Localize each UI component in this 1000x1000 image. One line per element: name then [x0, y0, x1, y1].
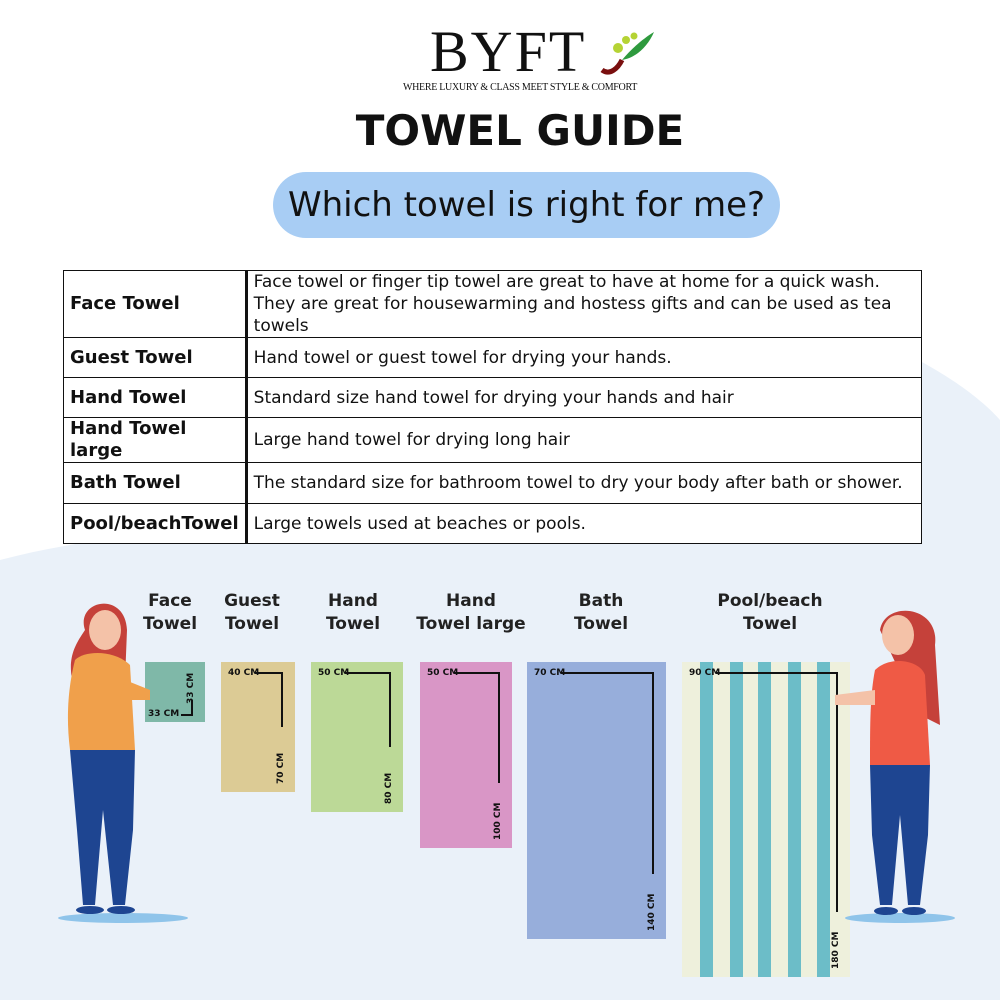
table-row: Guest Towel Hand towel or guest towel for… — [63, 337, 923, 378]
towel-rect — [311, 662, 403, 812]
towel-heading-line1: Hand — [328, 591, 378, 611]
width-line — [454, 672, 500, 674]
towel-desc: Large towels used at beaches or pools. — [245, 503, 923, 544]
towel-heading-line1: Face — [148, 591, 192, 611]
towel-heading: Guest Towel — [172, 590, 332, 636]
woman-right-illustration — [835, 610, 955, 923]
towel-desc: The standard size for bathroom towel to … — [245, 462, 923, 504]
towel-name: Guest Towel — [63, 337, 248, 378]
towel-stripe — [758, 662, 771, 977]
towel-heading-line2: Towel — [325, 614, 381, 634]
subtitle-pill: Which towel is right for me? — [273, 172, 780, 238]
width-line — [181, 714, 193, 716]
towel-heading-line1: Hand — [446, 591, 496, 611]
height-line — [281, 672, 283, 727]
towel-stripe — [730, 662, 743, 977]
towel-heading-line2: Towel — [142, 614, 198, 634]
height-line — [191, 700, 193, 714]
towel-desc: Standard size hand towel for drying your… — [245, 377, 923, 418]
width-label: 50 CM — [318, 668, 350, 678]
towel-heading-line2: Towel large — [416, 614, 526, 634]
towel-stripe — [788, 662, 801, 977]
towel-heading: Face Towel — [90, 590, 250, 636]
width-label: 50 CM — [427, 668, 459, 678]
towel-heading-line1: Pool/beach — [717, 591, 823, 611]
height-label: 180 CM — [831, 931, 841, 969]
height-label: 100 CM — [493, 802, 503, 840]
width-line — [561, 672, 654, 674]
page-title: TOWEL GUIDE — [355, 106, 685, 155]
table-row: Bath Towel The standard size for bathroom… — [63, 462, 923, 504]
brand-logo: BYFT — [430, 19, 587, 84]
towel-heading: Hand Towel large — [391, 590, 551, 636]
width-label: 40 CM — [228, 668, 260, 678]
towel-stripe — [817, 662, 830, 977]
table-row: Hand Towel large Large hand towel for dry… — [63, 417, 923, 463]
height-line — [652, 672, 654, 874]
height-label: 80 CM — [384, 772, 394, 804]
height-line — [836, 672, 838, 912]
towel-heading: Pool/beach Towel — [690, 590, 850, 636]
towel-name: Hand Towel large — [63, 417, 248, 463]
height-label: 70 CM — [276, 752, 286, 784]
towel-table: Face Towel Face towel or finger tip towel… — [63, 270, 923, 544]
towel-stripe — [700, 662, 713, 977]
woman-left-illustration — [58, 603, 188, 923]
towel-desc: Hand towel or guest towel for drying you… — [245, 337, 923, 378]
towel-rect — [145, 662, 205, 722]
towel-heading-line2: Towel — [742, 614, 798, 634]
width-label: 33 CM — [148, 709, 180, 719]
width-line — [255, 672, 283, 674]
towel-heading: Hand Towel — [273, 590, 433, 636]
towel-heading: Bath Towel — [521, 590, 681, 636]
table-row: Hand Towel Standard size hand towel for d… — [63, 377, 923, 418]
towel-name: Hand Towel — [63, 377, 248, 418]
width-label: 90 CM — [689, 668, 721, 678]
width-label: 70 CM — [534, 668, 566, 678]
towel-desc: Large hand towel for drying long hair — [245, 417, 923, 463]
height-label: 140 CM — [647, 893, 657, 931]
towel-heading-line1: Guest — [224, 591, 280, 611]
towel-rect — [682, 662, 850, 977]
towel-desc: Face towel or finger tip towel are great… — [253, 272, 880, 292]
towel-rect — [420, 662, 512, 848]
towel-rect — [527, 662, 666, 939]
table-row: Pool/beachTowel Large towels used at beac… — [63, 503, 923, 544]
towel-heading-line2: Towel — [573, 614, 629, 634]
towel-name: Pool/beachTowel — [63, 503, 248, 544]
towel-heading-line1: Bath — [578, 591, 624, 611]
table-row: Face Towel Face towel or finger tip towel… — [63, 270, 923, 338]
towel-name: Face Towel — [63, 270, 248, 338]
leaf-icon — [600, 32, 654, 75]
brand-tagline: WHERE LUXURY & CLASS MEET STYLE & COMFOR… — [403, 82, 638, 93]
width-line — [716, 672, 838, 674]
height-line — [498, 672, 500, 783]
towel-desc: They are great for housewarming and host… — [253, 294, 892, 336]
towel-name: Bath Towel — [63, 462, 248, 504]
width-line — [345, 672, 391, 674]
height-line — [389, 672, 391, 747]
towel-heading-line2: Towel — [224, 614, 280, 634]
